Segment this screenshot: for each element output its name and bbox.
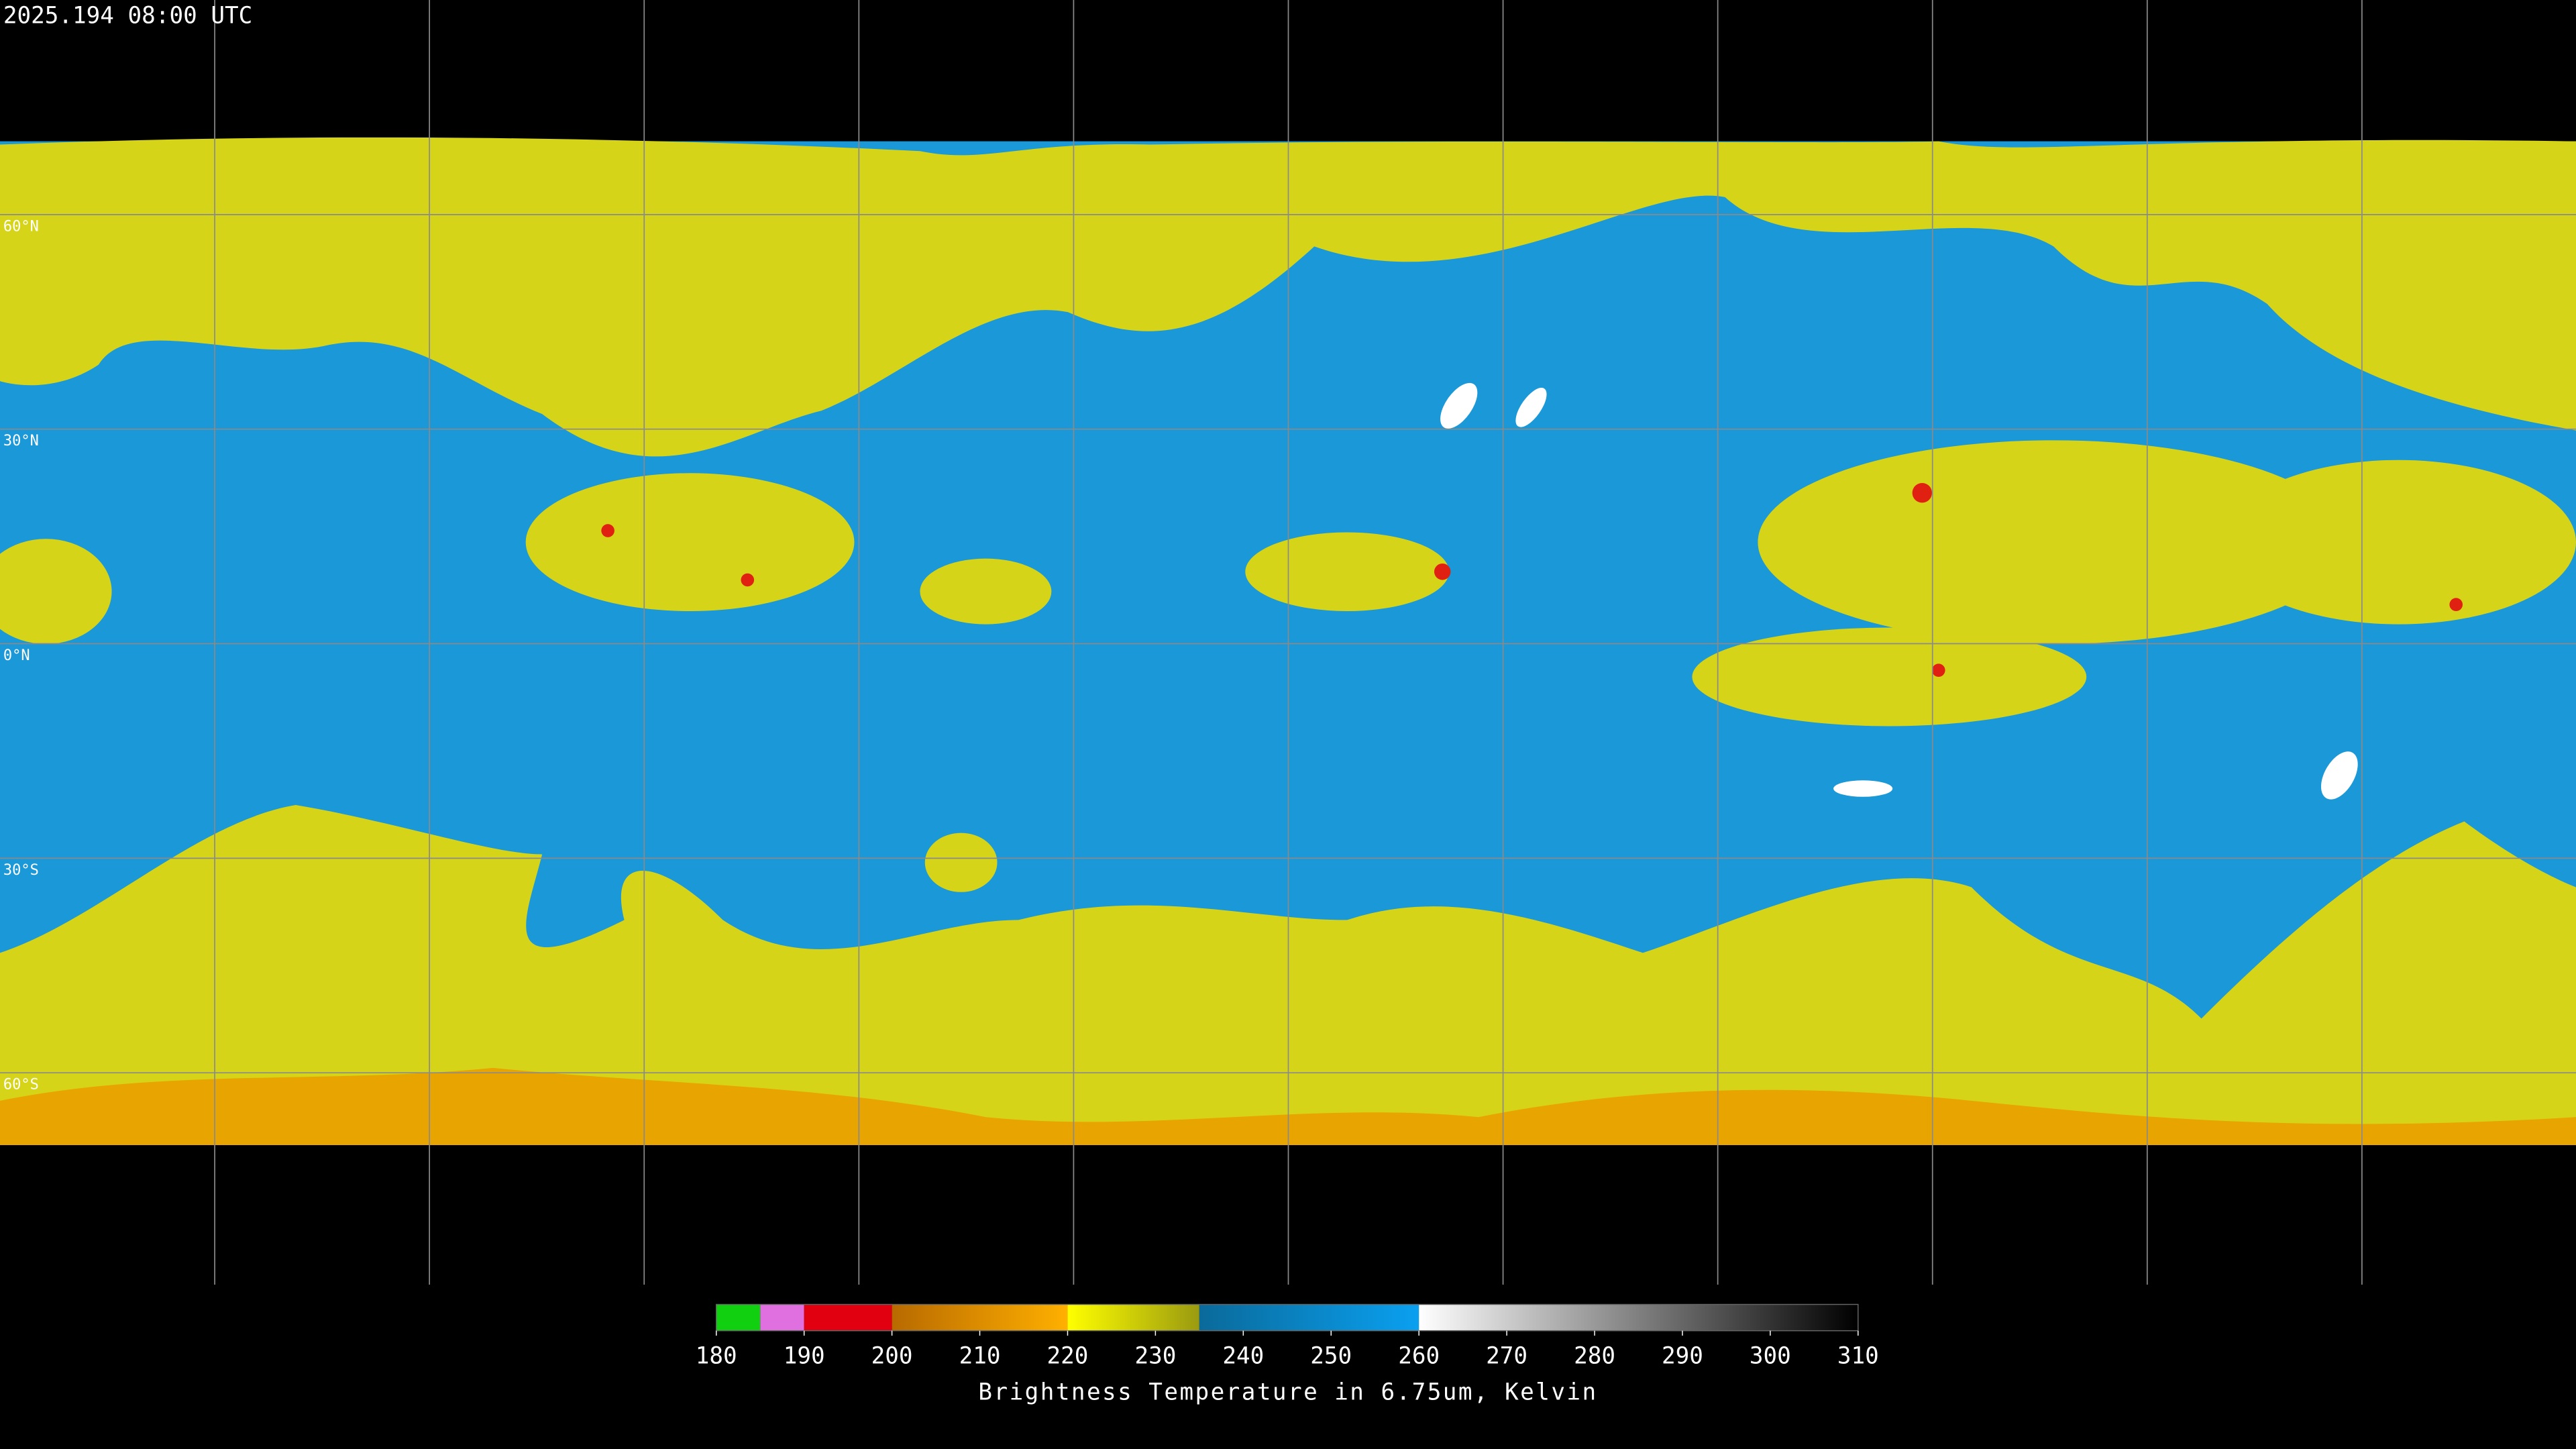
latitude-label: 30°N <box>3 433 39 449</box>
colorbar-frame <box>716 1303 1859 1332</box>
colorbar: 180 190 200 210 220 230 240 250 260 270 280 290 300 3… <box>696 1303 1879 1370</box>
colorbar-segment <box>892 1304 1068 1331</box>
colorbar-segment <box>716 1304 761 1331</box>
dry-spot <box>1833 780 1893 797</box>
latitude-label: 30°S <box>3 862 39 879</box>
cold-cloud-top <box>601 524 614 537</box>
colorbar-tick-label: 310 <box>1837 1343 1879 1370</box>
colorbar-tick-label: 280 <box>1574 1343 1615 1370</box>
colorbar-segment <box>760 1304 804 1331</box>
cold-cloud-top <box>1434 564 1451 580</box>
colorbar-segment <box>1419 1304 1858 1331</box>
cold-cloud-top <box>1932 663 1945 677</box>
cold-cloud-top <box>1912 483 1932 503</box>
latitude-label: 60°N <box>3 218 39 235</box>
cold-cloud-top <box>2449 598 2463 612</box>
timestamp: 2025.194 08:00 UTC <box>3 2 252 29</box>
convection-cluster <box>1245 532 1449 612</box>
colorbar-tick-label: 230 <box>1134 1343 1176 1370</box>
convection-cluster <box>920 558 1052 625</box>
cold-cloud-top <box>741 573 755 587</box>
colorbar-tick-label: 190 <box>784 1343 825 1370</box>
colorbar-tick-label: 290 <box>1662 1343 1703 1370</box>
colorbar-segment <box>1067 1304 1199 1331</box>
map: 60°N 30°N 0°N 30°S 60°S <box>0 0 2576 1285</box>
convection-cluster <box>0 539 112 644</box>
dry-spot <box>1440 382 1478 429</box>
colorbar-tick-label: 220 <box>1047 1343 1089 1370</box>
colorbar-tick-label: 180 <box>696 1343 737 1370</box>
colorbar-tick-label: 300 <box>1750 1343 1791 1370</box>
colorbar-tick-label: 240 <box>1222 1343 1264 1370</box>
colorbar-label: Brightness Temperature in 6.75um, Kelvin <box>978 1379 1597 1406</box>
dry-spot <box>1515 388 1547 427</box>
convection-cluster <box>1692 627 2087 727</box>
colorbar-tick-label: 260 <box>1398 1343 1440 1370</box>
convection-cluster <box>924 833 998 892</box>
colorbar-segment <box>1199 1304 1419 1331</box>
graticule: 60°N 30°N 0°N 30°S 60°S <box>0 0 2576 1285</box>
dry-spots <box>1440 382 2358 800</box>
colorbar-tick-label: 210 <box>959 1343 1001 1370</box>
colorbar-tick-label: 250 <box>1310 1343 1352 1370</box>
tropical-convection <box>0 440 2576 892</box>
dry-spot <box>2320 751 2358 800</box>
colorbar-tick-label: 270 <box>1486 1343 1527 1370</box>
colorbar-tick-label: 200 <box>871 1343 913 1370</box>
latitude-label: 60°S <box>3 1077 39 1093</box>
convection-cluster <box>1758 440 2350 644</box>
latitude-label: 0°N <box>3 647 30 664</box>
colorbar-segment <box>804 1304 892 1331</box>
convection-cluster <box>2221 460 2576 625</box>
deep-convection <box>601 483 2463 677</box>
convection-cluster <box>525 473 855 612</box>
